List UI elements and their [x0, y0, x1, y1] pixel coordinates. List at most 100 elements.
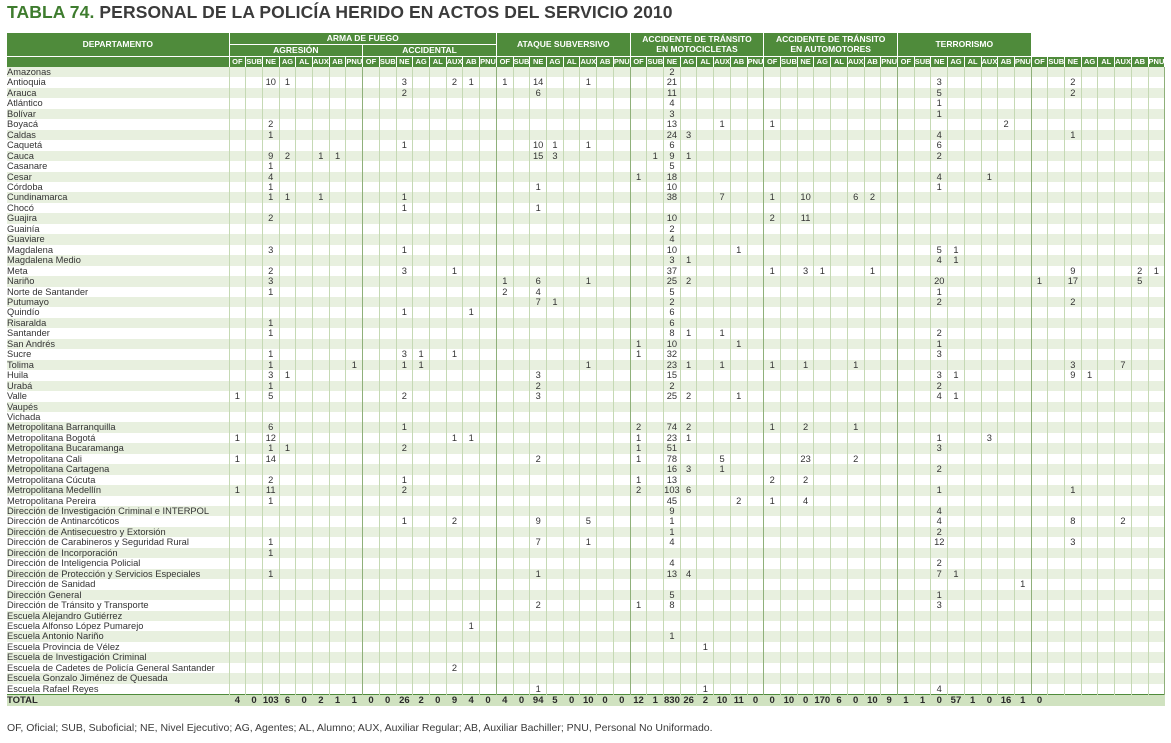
table-cell	[496, 140, 514, 151]
table-cell	[747, 223, 765, 235]
table-cell	[396, 213, 414, 224]
table-cell	[747, 265, 765, 277]
table-cell	[713, 213, 731, 224]
table-cell	[563, 401, 581, 412]
table-cell	[479, 432, 497, 444]
table-row: Sucre 1 3 1 1 1 32 3	[7, 349, 1166, 360]
table-cell	[1031, 338, 1049, 350]
table-cell	[1014, 537, 1032, 548]
table-cell	[1031, 547, 1049, 559]
table-cell	[496, 161, 514, 172]
table-cell	[1131, 202, 1149, 214]
table-cell	[864, 600, 882, 611]
row-label: Metropolitana Cartagena	[7, 464, 230, 475]
table-cell	[1064, 307, 1082, 318]
table-cell: 4	[930, 683, 949, 695]
table-cell: 5	[579, 516, 598, 527]
table-cell	[1097, 526, 1116, 538]
table-cell	[964, 307, 982, 318]
table-cell	[563, 370, 581, 381]
table-cell	[696, 359, 715, 371]
table-cell	[747, 652, 765, 663]
table-cell	[830, 150, 848, 162]
table-cell	[295, 391, 314, 402]
table-cell	[880, 181, 898, 193]
table-cell	[1081, 98, 1099, 109]
table-cell: 10	[663, 213, 681, 224]
table-cell	[546, 234, 564, 245]
table-cell	[446, 181, 464, 193]
table-cell: 9	[1064, 370, 1082, 381]
table-cell	[345, 129, 364, 141]
table-cell	[780, 181, 798, 193]
table-cell	[563, 495, 581, 507]
table-cell	[1081, 516, 1099, 527]
table-cell	[295, 610, 314, 622]
table-cell	[880, 589, 898, 601]
table-cell	[345, 464, 364, 475]
total-cell: 16	[997, 694, 1015, 707]
table-cell	[295, 641, 314, 653]
table-cell	[914, 87, 932, 99]
table-cell	[847, 464, 865, 475]
table-cell	[830, 171, 848, 182]
table-cell	[379, 401, 397, 412]
table-cell	[312, 119, 330, 130]
table-cell	[513, 255, 531, 266]
table-cell	[880, 202, 898, 214]
table-cell	[496, 610, 514, 622]
table-cell	[914, 652, 932, 663]
table-cell	[1081, 662, 1099, 674]
table-cell	[262, 652, 280, 663]
table-cell	[813, 380, 832, 392]
table-cell	[864, 610, 882, 622]
table-cell	[847, 108, 865, 120]
table-cell	[362, 244, 380, 256]
table-cell	[780, 443, 798, 454]
table-cell	[379, 537, 397, 548]
table-cell: 2	[630, 485, 648, 496]
table-cell	[981, 223, 999, 235]
table-cell	[1097, 349, 1116, 360]
table-cell: 4	[663, 537, 681, 548]
table-cell: 3	[1064, 359, 1082, 371]
table-cell	[412, 150, 430, 162]
table-cell	[412, 422, 430, 433]
table-cell	[279, 67, 297, 78]
table-cell: 1	[763, 192, 782, 203]
table-cell: 6	[680, 485, 698, 496]
table-cell	[312, 276, 330, 287]
column-header: OF	[362, 56, 380, 67]
table-cell: 1	[262, 192, 280, 203]
table-cell	[596, 307, 614, 318]
row-label: Cauca	[7, 150, 230, 162]
table-cell	[596, 589, 614, 601]
table-cell	[964, 276, 982, 287]
table-cell	[295, 67, 314, 78]
table-cell	[596, 328, 614, 339]
table-cell	[897, 129, 915, 141]
table-cell	[730, 589, 748, 601]
table-cell	[1047, 317, 1066, 329]
table-cell	[479, 547, 497, 559]
table-cell	[1014, 98, 1032, 109]
table-cell	[1047, 181, 1066, 193]
table-cell	[279, 213, 297, 224]
table-cell	[763, 140, 782, 151]
table-cell	[813, 202, 832, 214]
table-cell	[830, 202, 848, 214]
table-cell	[1081, 296, 1099, 308]
table-cell	[1031, 526, 1049, 538]
table-cell	[981, 652, 999, 663]
table-cell	[897, 202, 915, 214]
table-cell	[1097, 453, 1116, 465]
table-cell	[229, 621, 247, 632]
table-cell	[696, 98, 715, 109]
table-cell	[780, 537, 798, 548]
table-cell	[680, 537, 698, 548]
total-cell: 0	[930, 694, 948, 707]
table-cell	[797, 401, 815, 412]
table-cell	[312, 683, 330, 695]
table-row: Escuela Provincia de Vélez 1	[7, 641, 1166, 653]
table-cell	[229, 129, 247, 141]
